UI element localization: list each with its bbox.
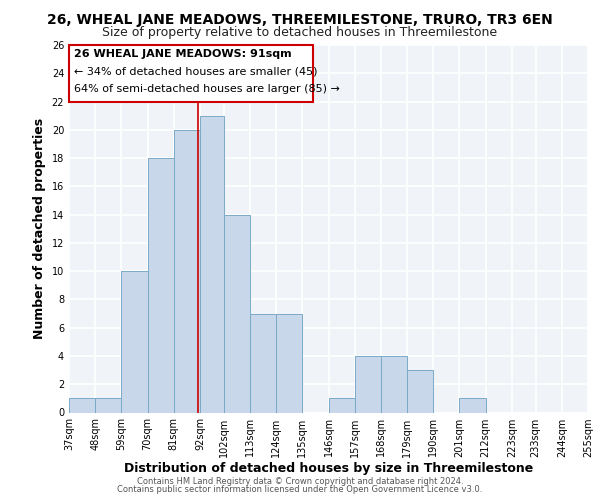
- Bar: [69, 398, 95, 412]
- Bar: [148, 158, 174, 412]
- Bar: [329, 398, 355, 412]
- Bar: [381, 356, 407, 412]
- Text: Contains public sector information licensed under the Open Government Licence v3: Contains public sector information licen…: [118, 485, 482, 494]
- Bar: [460, 398, 485, 412]
- Text: 26 WHEAL JANE MEADOWS: 91sqm: 26 WHEAL JANE MEADOWS: 91sqm: [74, 50, 292, 59]
- Bar: [121, 271, 148, 412]
- Bar: [69, 45, 313, 102]
- Bar: [407, 370, 433, 412]
- X-axis label: Distribution of detached houses by size in Threemilestone: Distribution of detached houses by size …: [124, 462, 533, 475]
- Text: ← 34% of detached houses are smaller (45): ← 34% of detached houses are smaller (45…: [74, 66, 317, 76]
- Bar: [250, 314, 276, 412]
- Bar: [95, 398, 121, 412]
- Text: 64% of semi-detached houses are larger (85) →: 64% of semi-detached houses are larger (…: [74, 84, 340, 94]
- Text: Contains HM Land Registry data © Crown copyright and database right 2024.: Contains HM Land Registry data © Crown c…: [137, 477, 463, 486]
- Bar: [276, 314, 302, 412]
- Bar: [200, 116, 224, 412]
- Bar: [174, 130, 200, 412]
- Bar: [224, 214, 250, 412]
- Bar: [355, 356, 381, 412]
- Text: 26, WHEAL JANE MEADOWS, THREEMILESTONE, TRURO, TR3 6EN: 26, WHEAL JANE MEADOWS, THREEMILESTONE, …: [47, 13, 553, 27]
- Y-axis label: Number of detached properties: Number of detached properties: [33, 118, 46, 340]
- Text: Size of property relative to detached houses in Threemilestone: Size of property relative to detached ho…: [103, 26, 497, 39]
